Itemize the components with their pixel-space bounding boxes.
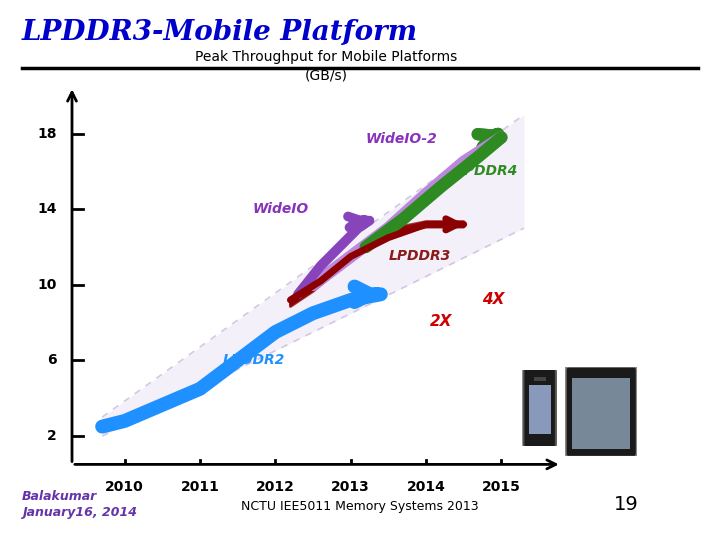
Text: 2010: 2010 (105, 480, 144, 494)
Text: LPDDR3-Mobile Platform: LPDDR3-Mobile Platform (22, 19, 418, 46)
Text: 2: 2 (48, 429, 57, 443)
Text: WideIO-2: WideIO-2 (366, 132, 438, 146)
Text: 18: 18 (37, 127, 57, 140)
FancyBboxPatch shape (523, 367, 556, 449)
Bar (534, 377, 546, 381)
Text: Peak Throughput for Mobile Platforms: Peak Throughput for Mobile Platforms (195, 50, 458, 64)
Text: (GB/s): (GB/s) (305, 69, 348, 83)
FancyBboxPatch shape (565, 366, 637, 457)
Text: 2015: 2015 (482, 480, 521, 494)
Bar (572, 378, 630, 449)
Text: 4X: 4X (482, 292, 505, 307)
Text: Balakumar: Balakumar (22, 489, 97, 503)
Text: 2X: 2X (430, 314, 452, 329)
Text: 2012: 2012 (256, 480, 294, 494)
Text: 2011: 2011 (181, 480, 220, 494)
Text: LPDDR3: LPDDR3 (388, 249, 451, 264)
Text: NCTU IEE5011 Memory Systems 2013: NCTU IEE5011 Memory Systems 2013 (241, 500, 479, 514)
Text: January16, 2014: January16, 2014 (22, 505, 137, 519)
Text: 10: 10 (37, 278, 57, 292)
Text: 14: 14 (37, 202, 57, 216)
Text: WideIO: WideIO (253, 202, 309, 216)
Bar (528, 385, 551, 434)
Text: 2014: 2014 (407, 480, 446, 494)
Text: LPDDR2: LPDDR2 (222, 353, 285, 367)
Text: 19: 19 (614, 495, 639, 514)
Text: 6: 6 (48, 354, 57, 367)
Text: LPDDR4: LPDDR4 (456, 164, 518, 178)
Text: 2013: 2013 (331, 480, 370, 494)
